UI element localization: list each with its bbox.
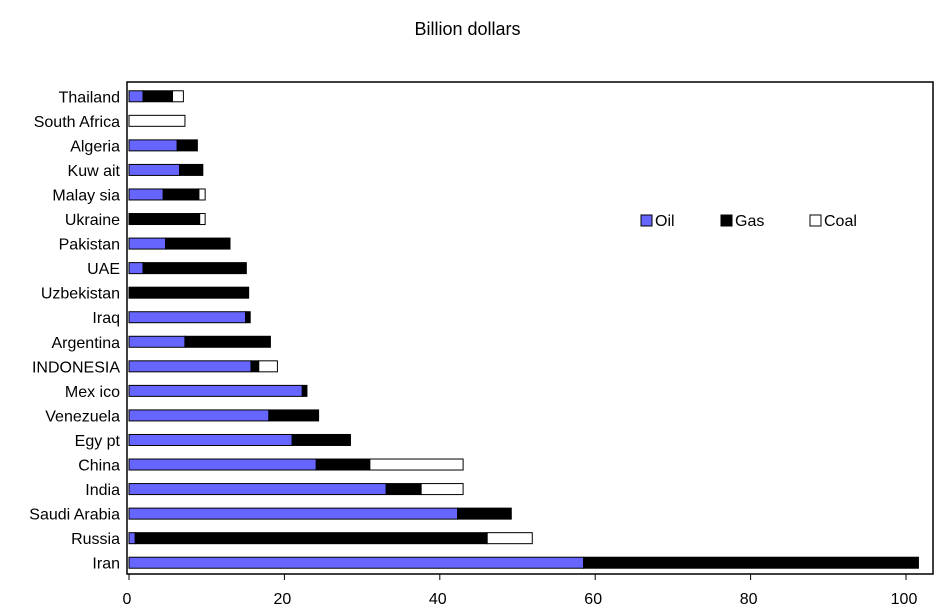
legend: Oil Gas Coal [640, 213, 857, 230]
bar-gas-11 [128, 286, 250, 299]
bar-gas-10 [245, 311, 251, 324]
bar-gas-5 [291, 433, 351, 446]
bar-oil-9 [128, 335, 186, 348]
category-label: Egy pt [75, 433, 121, 450]
bar-gas-19 [142, 90, 174, 103]
bar-oil-15 [128, 188, 164, 201]
x-tick-label: 20 [274, 591, 292, 608]
category-label: India [85, 482, 120, 499]
legend-swatch-oil [640, 214, 653, 227]
bar-gas-3 [385, 483, 422, 496]
x-axis-ticks: 0 20 40 60 80 100 [123, 574, 918, 608]
bar-coal-8 [258, 360, 278, 373]
bar-gas-13 [165, 237, 231, 250]
bar-gas-4 [315, 458, 371, 471]
plot-area-border [126, 81, 934, 575]
bar-oil-16 [128, 163, 181, 176]
x-tick-label: 0 [123, 591, 132, 608]
bar-coal-19 [172, 90, 184, 103]
legend-swatch-coal [809, 214, 822, 227]
bar-gas-6 [268, 409, 320, 422]
bar-oil-13 [128, 237, 167, 250]
x-tick-label: 80 [740, 591, 758, 608]
category-label: Algeria [70, 138, 120, 155]
bar-gas-2 [457, 507, 512, 520]
legend-label-oil: Oil [655, 213, 675, 230]
bar-oil-7 [128, 384, 303, 397]
bar-oil-0 [128, 556, 585, 569]
category-label: Venezuela [45, 408, 120, 425]
category-label: Saudi Arabia [29, 507, 120, 524]
bar-coal-3 [420, 483, 464, 496]
bar-oil-19 [128, 90, 144, 103]
x-tick-label: 40 [429, 591, 447, 608]
bar-oil-5 [128, 433, 293, 446]
chart-title: Billion dollars [414, 19, 521, 39]
category-label: Iran [92, 556, 120, 573]
bar-oil-2 [128, 507, 459, 520]
category-label: Mex ico [65, 384, 120, 401]
bar-oil-4 [128, 458, 317, 471]
category-label: Ukraine [65, 212, 120, 229]
legend-swatch-gas [720, 214, 733, 227]
category-label: Pakistan [59, 237, 120, 254]
bar-gas-1 [134, 532, 488, 545]
bar-gas-15 [162, 188, 200, 201]
bar-gas-0 [583, 556, 919, 569]
bar-gas-12 [142, 262, 247, 275]
bar-oil-10 [128, 311, 247, 324]
bar-gas-9 [184, 335, 271, 348]
bar-coal-4 [369, 458, 464, 471]
bar-coal-14 [199, 213, 206, 226]
category-label: Argentina [52, 335, 121, 352]
category-label: Kuw ait [68, 163, 121, 180]
legend-label-coal: Coal [824, 213, 857, 230]
category-label: South Africa [34, 114, 120, 131]
bar-gas-14 [128, 213, 201, 226]
category-label: Iraq [92, 310, 120, 327]
category-label: Russia [71, 531, 120, 548]
bar-coal-1 [486, 532, 533, 545]
category-label: INDONESIA [32, 359, 120, 376]
legend-label-gas: Gas [735, 213, 764, 230]
x-tick-label: 100 [891, 591, 918, 608]
bar-coal-18 [128, 114, 186, 127]
x-tick-label: 60 [584, 591, 602, 608]
bar-oil-12 [128, 262, 144, 275]
bar-gas-16 [179, 163, 204, 176]
category-label: Malay sia [52, 187, 120, 204]
bar-gas-17 [176, 139, 198, 152]
bars-group [128, 90, 919, 569]
bar-oil-6 [128, 409, 270, 422]
bar-gas-7 [301, 384, 308, 397]
category-label: Thailand [59, 89, 120, 106]
category-label: Uzbekistan [41, 286, 120, 303]
bar-oil-1 [128, 532, 136, 545]
category-label: China [78, 458, 120, 475]
category-labels: Iran Russia Saudi Arabia India China Egy pt Ve… [29, 89, 120, 572]
bar-coal-15 [198, 188, 206, 201]
category-label: UAE [87, 261, 120, 278]
bar-oil-17 [128, 139, 178, 152]
bar-oil-8 [128, 360, 252, 373]
bar-oil-3 [128, 483, 387, 496]
bar-gas-8 [250, 360, 260, 373]
